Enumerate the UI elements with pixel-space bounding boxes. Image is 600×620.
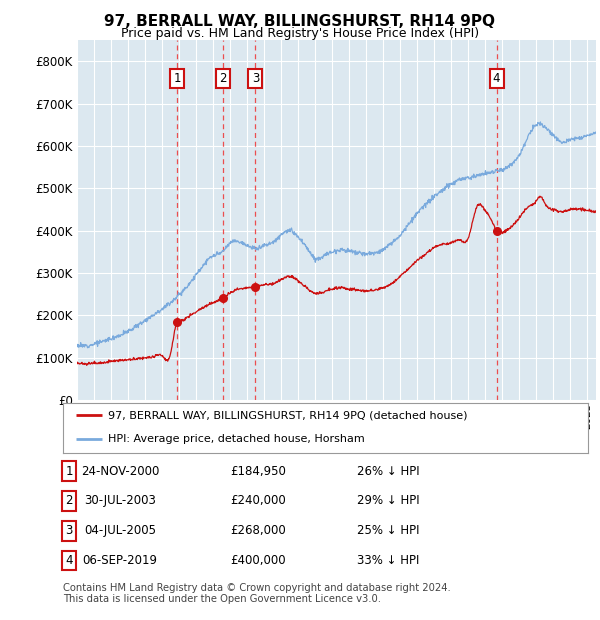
Text: 1: 1 <box>173 72 181 85</box>
Text: 33% ↓ HPI: 33% ↓ HPI <box>357 554 419 567</box>
Text: £400,000: £400,000 <box>230 554 286 567</box>
Text: 24-NOV-2000: 24-NOV-2000 <box>81 465 159 477</box>
Text: 97, BERRALL WAY, BILLINGSHURST, RH14 9PQ: 97, BERRALL WAY, BILLINGSHURST, RH14 9PQ <box>104 14 496 29</box>
Text: £240,000: £240,000 <box>230 495 286 507</box>
Text: 2: 2 <box>65 495 73 507</box>
Text: Price paid vs. HM Land Registry's House Price Index (HPI): Price paid vs. HM Land Registry's House … <box>121 27 479 40</box>
Text: 97, BERRALL WAY, BILLINGSHURST, RH14 9PQ (detached house): 97, BERRALL WAY, BILLINGSHURST, RH14 9PQ… <box>107 410 467 420</box>
Text: 30-JUL-2003: 30-JUL-2003 <box>84 495 156 507</box>
Text: 04-JUL-2005: 04-JUL-2005 <box>84 525 156 537</box>
Text: 4: 4 <box>493 72 500 85</box>
Text: 3: 3 <box>252 72 259 85</box>
Text: £268,000: £268,000 <box>230 525 286 537</box>
Text: £184,950: £184,950 <box>230 465 286 477</box>
Text: 2: 2 <box>219 72 227 85</box>
Text: 29% ↓ HPI: 29% ↓ HPI <box>357 495 419 507</box>
Text: 1: 1 <box>65 465 73 477</box>
Text: 3: 3 <box>65 525 73 537</box>
Text: 25% ↓ HPI: 25% ↓ HPI <box>357 525 419 537</box>
Text: Contains HM Land Registry data © Crown copyright and database right 2024.
This d: Contains HM Land Registry data © Crown c… <box>63 583 451 604</box>
Text: 06-SEP-2019: 06-SEP-2019 <box>83 554 157 567</box>
Text: HPI: Average price, detached house, Horsham: HPI: Average price, detached house, Hors… <box>107 434 364 444</box>
Text: 26% ↓ HPI: 26% ↓ HPI <box>357 465 419 477</box>
Text: 4: 4 <box>65 554 73 567</box>
